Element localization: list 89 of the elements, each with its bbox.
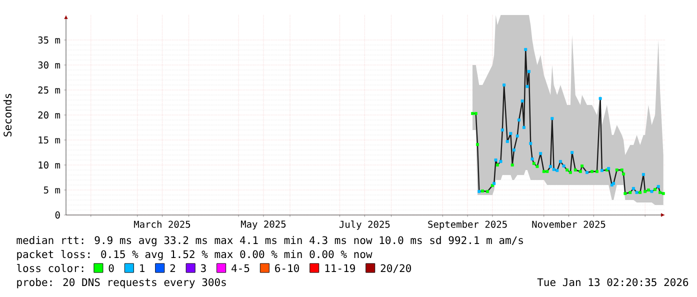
point [624, 192, 627, 195]
y-tick-label: 35 m [38, 36, 60, 44]
text: median rtt: 9.9 ms avg 33.2 ms max 4.1 ms min 4.3 ms now 10.0 ms sd 992.1 m am/s [16, 236, 523, 246]
point [568, 171, 572, 174]
point [549, 165, 552, 168]
point [520, 100, 524, 102]
x-tick-label: March 2025 [134, 220, 190, 228]
point [500, 128, 504, 132]
point [654, 188, 657, 191]
point [527, 70, 530, 73]
legend-label: 11-19 [325, 264, 355, 272]
point [595, 170, 598, 173]
point [635, 191, 638, 194]
point [536, 165, 539, 168]
point [598, 97, 602, 100]
point [650, 190, 654, 193]
point [510, 164, 514, 166]
point [539, 152, 542, 155]
point [476, 143, 479, 146]
point [590, 170, 594, 173]
point [546, 170, 549, 173]
point [586, 171, 589, 174]
point [471, 112, 474, 115]
point [628, 191, 632, 194]
point [622, 172, 626, 176]
point [509, 132, 512, 135]
point [502, 84, 506, 86]
point [474, 112, 478, 115]
point [580, 164, 584, 168]
point [600, 169, 604, 172]
y-tick-label: 30 m [38, 61, 60, 69]
point [632, 187, 635, 190]
point [570, 151, 574, 154]
point [496, 164, 499, 166]
text: probe: 20 DNS requests every 300s [17, 278, 226, 288]
point [620, 168, 624, 172]
legend-label: 20/20 [380, 264, 411, 273]
legend-label: 2 [170, 264, 175, 272]
x-tick-label: July 2025 [339, 220, 390, 230]
point [642, 173, 645, 176]
y-tick-label: 5 m [44, 186, 60, 194]
point [512, 148, 516, 152]
x-tick-label: September 2025 [428, 220, 507, 230]
point [530, 158, 534, 160]
point [529, 142, 532, 145]
legend-label: 4-5 [232, 264, 250, 272]
point [478, 190, 481, 193]
point [615, 168, 618, 172]
point [499, 160, 502, 163]
y-tick-label: 25 m [38, 86, 60, 94]
text: packet loss: 0.15 % avg 1.52 % max 0.00 % min 0.00 % now [17, 250, 372, 260]
point [658, 191, 662, 194]
legend-label: 6-10 [275, 264, 299, 272]
y-tick-label: 20 m [38, 111, 60, 119]
point [480, 190, 484, 192]
point [542, 170, 546, 173]
point [558, 160, 562, 163]
x-tick-label: November 2025 [532, 220, 606, 228]
point [656, 185, 660, 188]
y-tick-label: 0 [55, 211, 60, 219]
x-tick-label: May 2025 [240, 220, 286, 230]
legend-label: 3 [201, 264, 206, 272]
text: Tue Jan 13 02:20:35 2026 [537, 278, 688, 286]
point [566, 168, 569, 172]
point [644, 190, 647, 193]
point [524, 48, 528, 51]
point [550, 117, 554, 120]
point [578, 170, 582, 173]
y-tick-label: 10 m [38, 161, 60, 169]
legend-label: 1 [140, 264, 144, 272]
y-tick-label: 15 m [38, 136, 60, 144]
point [662, 192, 665, 195]
point [562, 164, 566, 168]
legend-title: loss color: [17, 264, 84, 272]
point [522, 126, 526, 129]
point [526, 85, 529, 88]
point [556, 169, 559, 172]
point [532, 162, 536, 165]
point [552, 168, 556, 171]
point [494, 158, 498, 162]
point [646, 188, 650, 192]
point [638, 191, 642, 194]
point [486, 190, 489, 193]
legend-label: 0 [108, 264, 114, 272]
point [516, 134, 519, 138]
y-axis-title: Seconds [3, 94, 12, 136]
point [517, 118, 520, 122]
point [574, 168, 577, 172]
point [506, 140, 509, 143]
